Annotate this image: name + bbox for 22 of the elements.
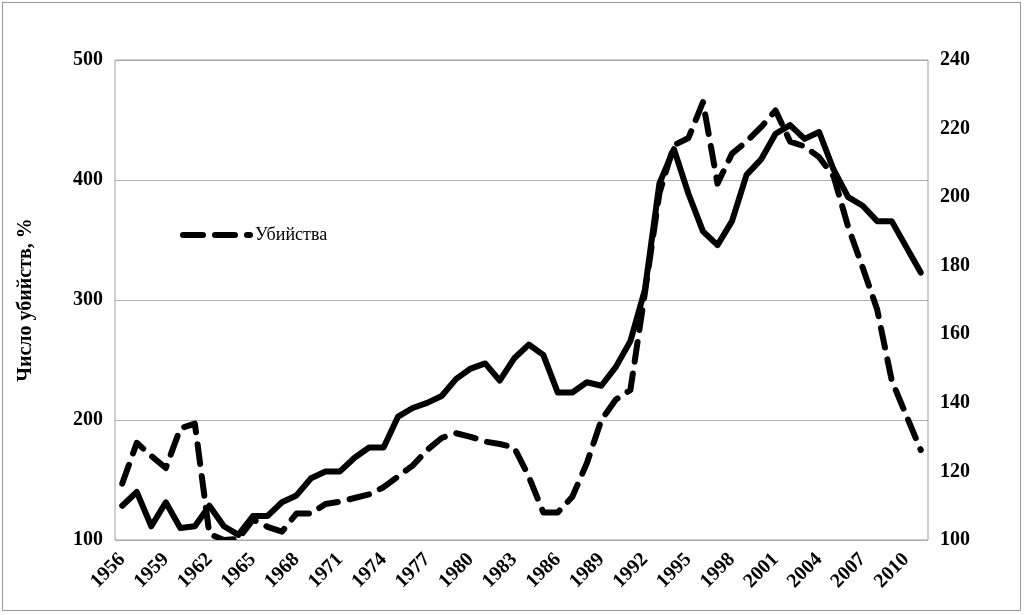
y2-tick-label: 200	[940, 184, 970, 207]
y-axis-title: Число убийств, %	[13, 218, 37, 382]
x-tick-label: 1980	[433, 547, 478, 592]
x-tick-label: 1989	[563, 547, 608, 592]
y-tick-label: 500	[73, 47, 103, 70]
y-tick-label: 200	[73, 407, 103, 430]
y2-tick-label: 180	[940, 252, 970, 275]
legend-label: Убийства	[255, 223, 328, 244]
y2-tick-label: 220	[940, 115, 970, 138]
x-tick-label: 1962	[172, 547, 216, 592]
x-tick-label: 1983	[476, 547, 521, 592]
y-tick-label: 400	[73, 167, 103, 190]
y-tick-label: 300	[73, 287, 103, 310]
y-tick-label: 100	[73, 527, 103, 550]
y2-tick-label: 240	[940, 47, 970, 70]
y2-tick-label: 100	[940, 527, 970, 550]
y2-tick-label: 160	[940, 321, 970, 344]
y2-tick-label: 140	[940, 390, 970, 413]
x-tick-label: 1992	[607, 547, 652, 592]
x-tick-label: 1959	[128, 547, 173, 592]
x-tick-label: 1971	[302, 547, 347, 592]
y2-tick-label: 120	[940, 458, 970, 481]
